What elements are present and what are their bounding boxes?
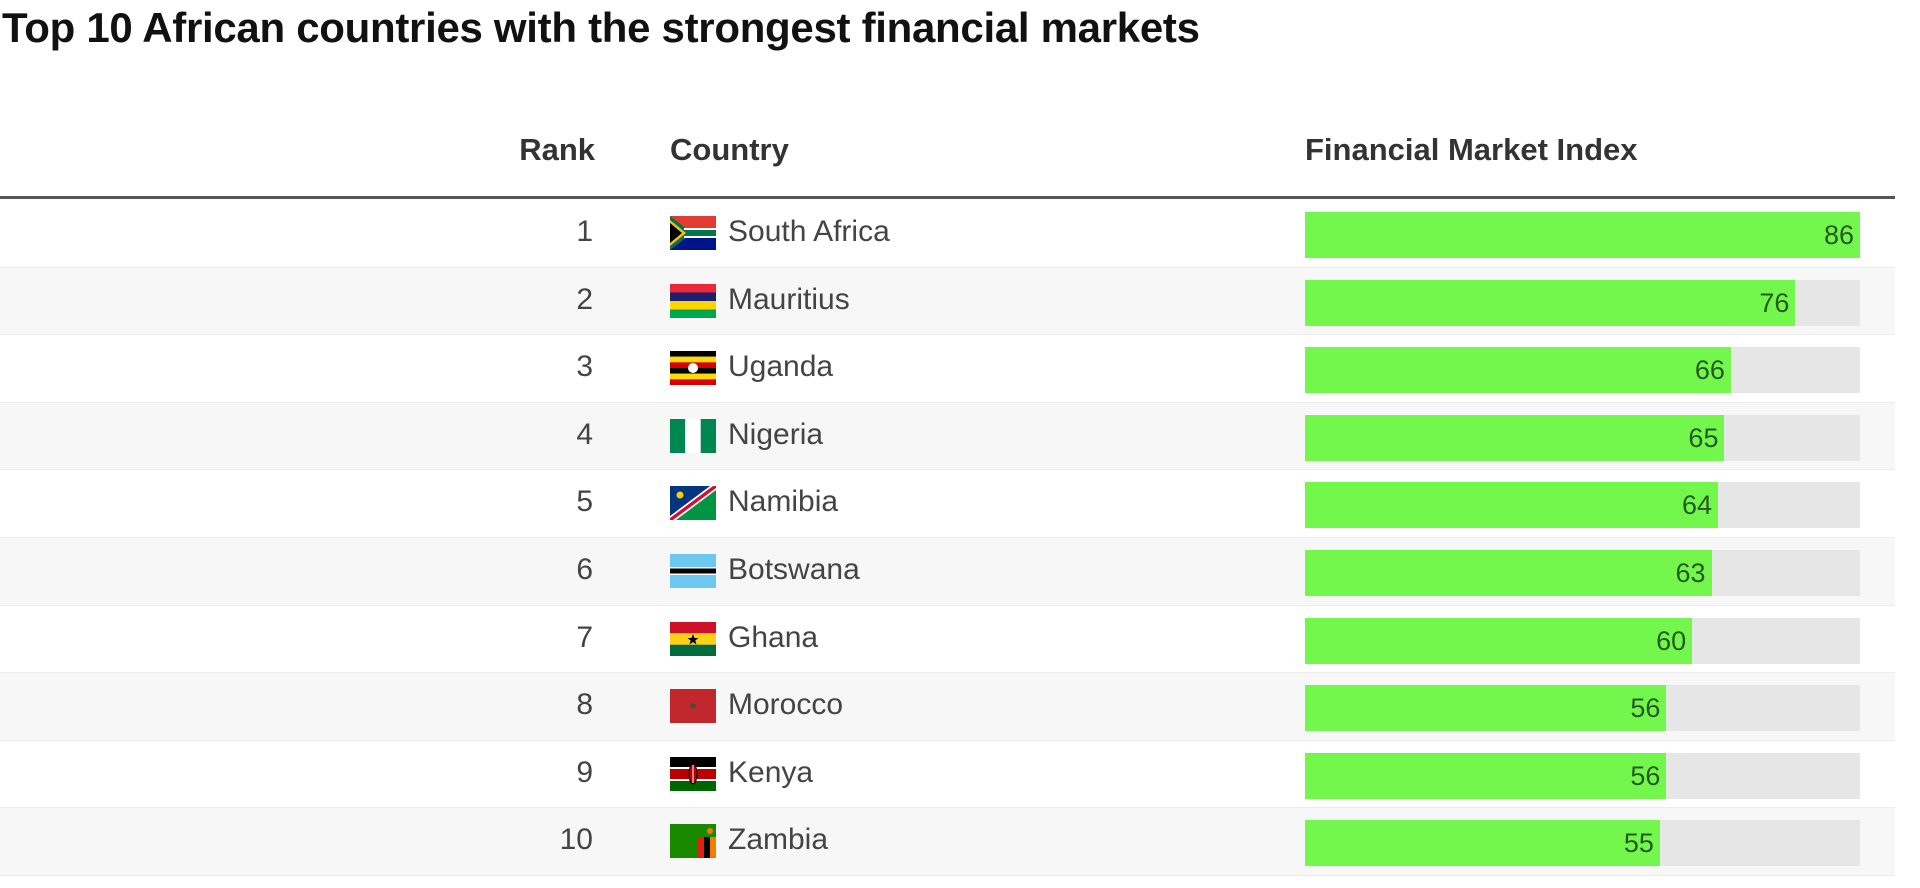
column-header-country: Country <box>670 132 789 167</box>
index-bar-track: 63 <box>1305 549 1860 596</box>
index-bar: 60 <box>1305 617 1693 664</box>
index-bar: 56 <box>1305 752 1667 799</box>
index-bar: 55 <box>1305 820 1660 867</box>
table-body: 1 South Africa 86 2 Mauritius 76 3 Ugand… <box>0 200 1895 876</box>
country-cell: Mauritius <box>728 282 850 316</box>
flag-nigeria-icon <box>670 418 716 453</box>
flag-botswana-icon <box>670 553 716 588</box>
chart-title: Top 10 African countries with the strong… <box>2 4 1200 51</box>
rank-cell: 5 <box>576 485 593 519</box>
table-row: 4 Nigeria 65 <box>0 402 1895 471</box>
header-divider <box>0 196 1895 199</box>
country-cell: Nigeria <box>728 417 824 451</box>
index-value: 86 <box>1823 220 1854 250</box>
index-value: 56 <box>1630 693 1661 724</box>
flag-zambia-icon <box>670 824 716 859</box>
index-bar-track: 56 <box>1305 685 1860 732</box>
index-bar-track: 60 <box>1305 617 1860 664</box>
index-value: 56 <box>1630 760 1661 791</box>
index-bar-track: 86 <box>1305 212 1860 258</box>
index-bar-track: 76 <box>1305 279 1860 326</box>
flag-mauritius-icon <box>670 283 716 318</box>
index-bar: 56 <box>1305 685 1667 732</box>
index-bar: 66 <box>1305 347 1731 394</box>
table-row: 9 Kenya 56 <box>0 741 1895 809</box>
flag-morocco-icon <box>670 689 716 724</box>
rank-cell: 3 <box>576 350 593 384</box>
country-cell: Kenya <box>728 755 814 789</box>
index-value: 63 <box>1675 557 1706 588</box>
index-value: 55 <box>1623 828 1654 859</box>
index-bar-track: 55 <box>1305 820 1860 867</box>
table-row: 6 Botswana 63 <box>0 537 1895 606</box>
index-bar: 64 <box>1305 482 1719 529</box>
index-bar-track: 66 <box>1305 347 1860 394</box>
index-value: 66 <box>1694 355 1725 386</box>
index-bar: 65 <box>1305 414 1725 461</box>
index-value: 60 <box>1656 625 1687 656</box>
table-row: 10 Zambia 55 <box>0 808 1895 876</box>
index-bar: 76 <box>1305 279 1796 326</box>
flag-south-africa-icon <box>670 216 716 250</box>
rank-cell: 10 <box>559 823 593 857</box>
rank-cell: 1 <box>576 215 593 248</box>
table-row: 1 South Africa 86 <box>0 200 1895 268</box>
index-bar: 63 <box>1305 549 1712 596</box>
table-row: 7 Ghana 60 <box>0 606 1895 674</box>
index-value: 64 <box>1681 490 1713 521</box>
index-bar-track: 64 <box>1305 482 1860 529</box>
rank-cell: 2 <box>576 282 593 316</box>
index-bar-track: 56 <box>1305 752 1860 799</box>
country-cell: Namibia <box>728 485 839 519</box>
flag-uganda-icon <box>670 351 716 386</box>
country-cell: Morocco <box>728 688 844 722</box>
flag-ghana-icon <box>670 621 716 656</box>
column-header-rank: Rank <box>519 132 595 167</box>
table-row: 8 Morocco 56 <box>0 673 1895 741</box>
country-cell: South Africa <box>728 215 890 248</box>
rank-cell: 4 <box>576 417 593 451</box>
column-header-index: Financial Market Index <box>1305 132 1638 167</box>
rank-cell: 6 <box>576 552 593 586</box>
rank-cell: 9 <box>576 755 593 789</box>
index-value: 65 <box>1688 422 1719 453</box>
index-bar-track: 65 <box>1305 414 1860 461</box>
table-row: 3 Uganda 66 <box>0 335 1895 403</box>
flag-namibia-icon <box>670 486 716 521</box>
country-cell: Botswana <box>728 552 860 586</box>
country-cell: Zambia <box>728 823 829 857</box>
index-value: 76 <box>1759 287 1790 318</box>
index-bar: 86 <box>1305 212 1860 258</box>
country-cell: Uganda <box>728 350 834 384</box>
rank-cell: 7 <box>576 620 593 654</box>
table-row: 5 Namibia 64 <box>0 470 1895 538</box>
flag-kenya-icon <box>670 756 716 791</box>
rank-cell: 8 <box>576 688 593 722</box>
country-cell: Ghana <box>728 620 819 654</box>
table-row: 2 Mauritius 76 <box>0 267 1895 336</box>
